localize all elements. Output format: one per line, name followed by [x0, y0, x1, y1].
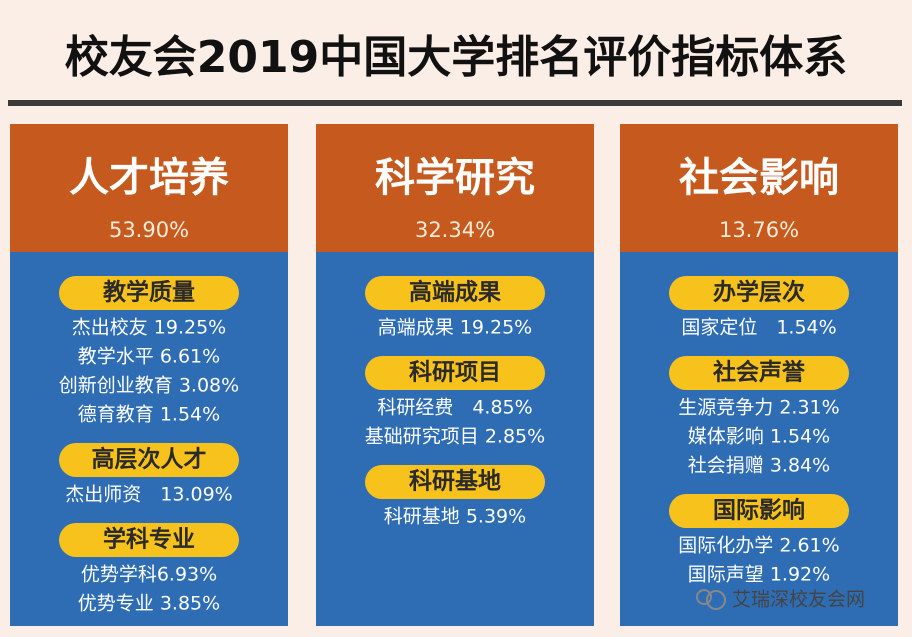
- watermark-icon: [696, 589, 712, 605]
- group-label: 科研项目: [409, 360, 501, 386]
- group-label: 办学层次: [713, 279, 805, 306]
- column-header: [620, 124, 898, 252]
- column-body: [10, 252, 288, 626]
- indicator: 教学水平 6.61%: [78, 346, 220, 368]
- column-title: 人才培养: [69, 155, 229, 201]
- indicator: 杰出师资 13.09%: [65, 484, 232, 506]
- indicator: 德育教育 1.54%: [78, 404, 220, 426]
- indicator: 科研基地 5.39%: [384, 506, 526, 528]
- group-label: 国际影响: [713, 498, 805, 524]
- group-pill: [365, 276, 545, 310]
- column-weight: 13.76%: [719, 218, 799, 242]
- column-weight: 32.34%: [415, 218, 495, 242]
- title-rule: [8, 100, 902, 106]
- column-header: [316, 124, 594, 252]
- group-pill: [669, 494, 849, 528]
- group-label: 教学质量: [103, 279, 195, 306]
- indicator: 高端成果 19.25%: [378, 317, 533, 339]
- group-pill: [59, 523, 239, 557]
- group-label: 科研基地: [409, 469, 501, 495]
- column-title: 科学研究: [375, 155, 535, 201]
- indicator: 国际化办学 2.61%: [678, 535, 839, 557]
- column-body: [620, 252, 898, 626]
- indicator: 生源竞争力 2.31%: [678, 397, 839, 419]
- watermark: 艾瑞深校友会网: [696, 589, 865, 611]
- column-weight: 53.90%: [109, 218, 189, 242]
- group-pill: [59, 276, 239, 310]
- group-pill: [365, 465, 545, 499]
- group-pill: [669, 276, 849, 310]
- group-label: 学科专业: [103, 526, 195, 553]
- group-label: 高层次人才: [92, 446, 207, 473]
- group-label: 高端成果: [409, 279, 501, 306]
- group-label: 社会声誉: [713, 359, 806, 386]
- group-pill: [365, 356, 545, 390]
- indicator: 社会捐赠 3.84%: [688, 455, 830, 477]
- indicator: 科研经费 4.85%: [377, 397, 532, 419]
- indicator: 杰出校友 19.25%: [72, 317, 227, 339]
- group-pill: [669, 356, 849, 390]
- column-body: [316, 252, 594, 626]
- watermark-icon: [706, 590, 726, 610]
- title: 校友会2019中国大学排名评价指标体系: [65, 32, 847, 83]
- indicator: 国家定位 1.54%: [681, 317, 836, 339]
- indicator: 基础研究项目 2.85%: [365, 426, 545, 448]
- indicator: 媒体影响 1.54%: [688, 426, 830, 448]
- indicator: 创新创业教育 3.08%: [59, 375, 239, 397]
- indicator: 优势专业 3.85%: [78, 593, 220, 615]
- column-title: 社会影响: [679, 155, 839, 201]
- watermark-text: 艾瑞深校友会网: [732, 589, 865, 611]
- column-header: [10, 124, 288, 252]
- indicator: 优势学科6.93%: [81, 564, 217, 586]
- indicator: 国际声望 1.92%: [688, 564, 830, 586]
- group-pill: [59, 443, 239, 477]
